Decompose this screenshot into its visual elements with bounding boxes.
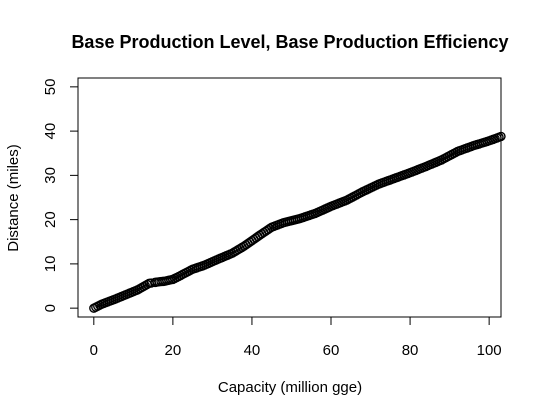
y-tick-label: 0	[42, 304, 59, 312]
y-tick-label: 50	[42, 79, 59, 96]
x-tick-label: 100	[477, 342, 502, 359]
x-tick-label: 0	[90, 342, 98, 359]
data-point	[496, 131, 506, 142]
x-axis: 0 20 40 60 80 100	[90, 316, 502, 359]
y-tick-label: 10	[42, 256, 59, 273]
chart-title: Base Production Level, Base Production E…	[71, 32, 508, 52]
y-axis: 0 10 20 30 40 50	[42, 79, 79, 312]
x-tick-label: 40	[244, 342, 261, 359]
plot-frame	[77, 77, 502, 318]
y-tick-label: 20	[42, 211, 59, 228]
y-tick-label: 40	[42, 123, 59, 140]
x-tick-label: 20	[165, 342, 182, 359]
x-tick-label: 80	[402, 342, 419, 359]
y-axis-label: Distance (miles)	[5, 144, 22, 252]
x-axis-label: Capacity (million gge)	[218, 379, 362, 396]
x-tick-label: 60	[323, 342, 340, 359]
data-points	[89, 131, 506, 313]
y-tick-label: 30	[42, 167, 59, 184]
